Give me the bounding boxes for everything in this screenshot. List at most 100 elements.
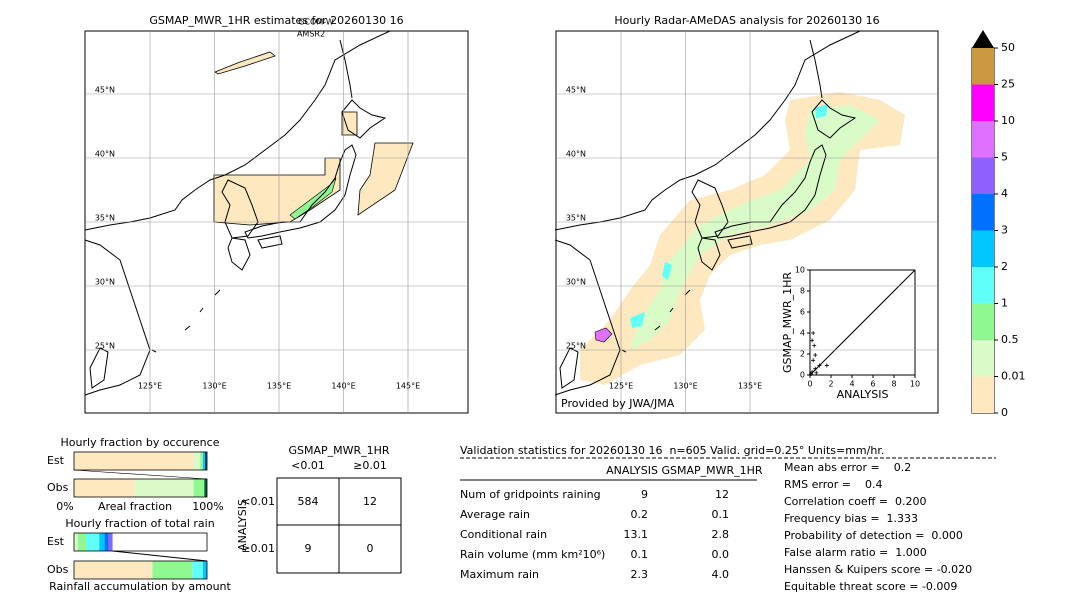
row-label: <0.01 bbox=[241, 495, 275, 508]
rain-area bbox=[289, 177, 337, 220]
x-tick-label: 0 bbox=[807, 380, 812, 389]
stat-value: 2.8 bbox=[712, 528, 730, 541]
lat-label: 35°N bbox=[95, 214, 115, 223]
y-axis-label: GSMAP_MWR_1HR bbox=[781, 272, 794, 373]
colorbar-swatch bbox=[972, 303, 994, 340]
lat-label: 45°N bbox=[566, 86, 586, 95]
scatter-point bbox=[810, 338, 815, 343]
row-label: ≥0.01 bbox=[241, 542, 275, 555]
stat-value: 4.0 bbox=[712, 568, 730, 581]
row-label: Est bbox=[47, 454, 65, 467]
bar-frame bbox=[73, 478, 208, 498]
table-cell: 0 bbox=[367, 542, 374, 555]
colorbar-label: 3 bbox=[1001, 224, 1008, 237]
panel-title: Hourly fraction of total rain bbox=[65, 517, 214, 530]
score: Equitable threat score = -0.009 bbox=[784, 580, 957, 593]
scatter-point bbox=[813, 366, 818, 371]
col-label: <0.01 bbox=[291, 459, 325, 472]
score: Probability of detection = 0.000 bbox=[784, 529, 963, 542]
map-title: GSMAP_MWR_1HR estimates for 20260130 16 bbox=[149, 14, 403, 27]
bar-segment bbox=[74, 452, 194, 470]
bar-frame bbox=[73, 532, 208, 552]
stat-value: 0.1 bbox=[712, 508, 730, 521]
satellite-label: AMSR2 bbox=[297, 30, 325, 39]
bar-segment bbox=[152, 561, 193, 579]
scatter-point bbox=[811, 358, 816, 363]
rain-area bbox=[594, 327, 613, 343]
y-tick-label: 6 bbox=[800, 308, 805, 317]
colorbar-swatch bbox=[972, 376, 994, 413]
colorbar-swatch bbox=[972, 48, 994, 85]
lon-label: 135°E bbox=[738, 382, 762, 391]
score: Hanssen & Kuipers score = -0.020 bbox=[784, 563, 972, 576]
score: Mean abs error = 0.2 bbox=[784, 461, 911, 474]
lon-label: 140°E bbox=[331, 382, 355, 391]
stat-value: 2.3 bbox=[631, 568, 649, 581]
lat-label: 45°N bbox=[95, 86, 115, 95]
table-cell: 9 bbox=[305, 542, 312, 555]
lat-label: 25°N bbox=[566, 342, 586, 351]
scatter-point bbox=[814, 370, 819, 375]
table-title: GSMAP_MWR_1HR bbox=[288, 444, 389, 457]
axis-label: Areal fraction bbox=[98, 500, 172, 513]
colorbar-label: 50 bbox=[1001, 41, 1015, 54]
x-tick-label: 6 bbox=[870, 380, 875, 389]
row-label: Obs bbox=[47, 481, 69, 494]
colorbar-swatch bbox=[972, 121, 994, 158]
bar-frame bbox=[73, 451, 208, 471]
row-label: Est bbox=[47, 535, 65, 548]
colorbar-swatch bbox=[972, 157, 994, 194]
axis-label: 0% bbox=[56, 500, 73, 513]
bar-segment bbox=[205, 452, 207, 470]
y-tick-label: 4 bbox=[800, 329, 805, 338]
x-tick-label: 10 bbox=[910, 380, 920, 389]
guide bbox=[73, 469, 208, 480]
colorbar-label: 5 bbox=[1001, 151, 1008, 164]
colorbar-swatch bbox=[972, 267, 994, 304]
stat-value: 12 bbox=[715, 488, 729, 501]
table-cell: 12 bbox=[363, 495, 377, 508]
scatter-point bbox=[817, 363, 822, 368]
colorbar-label: 2 bbox=[1001, 260, 1008, 273]
colorbar-extension bbox=[972, 30, 994, 48]
bar-segment bbox=[203, 561, 207, 579]
rain-area bbox=[341, 111, 358, 136]
lon-label: 130°E bbox=[673, 382, 697, 391]
bar-segment bbox=[200, 452, 204, 470]
stat-label: Conditional rain bbox=[460, 528, 547, 541]
colorbar-label: 0.5 bbox=[1001, 333, 1019, 346]
lat-label: 40°N bbox=[566, 150, 586, 159]
map-title: Hourly Radar-AMeDAS analysis for 2026013… bbox=[614, 14, 879, 27]
stat-value: 0.0 bbox=[712, 548, 730, 561]
bar-segment bbox=[74, 479, 136, 497]
x-tick-label: 2 bbox=[828, 380, 833, 389]
y-tick-label: 8 bbox=[800, 287, 805, 296]
axis-label: 100% bbox=[192, 500, 223, 513]
satellite-label: GCOM-W bbox=[298, 18, 334, 27]
bar-frame bbox=[73, 560, 208, 580]
lat-label: 30°N bbox=[95, 278, 115, 287]
stat-label: Num of gridpoints raining bbox=[460, 488, 601, 501]
y-tick-label: 0 bbox=[800, 371, 805, 380]
scatter-point bbox=[812, 343, 817, 348]
rain-area bbox=[357, 142, 414, 216]
colorbar-swatch bbox=[972, 84, 994, 121]
y-tick-label: 2 bbox=[800, 350, 805, 359]
guide bbox=[112, 550, 208, 562]
col-label: ≥0.01 bbox=[353, 459, 387, 472]
bar-segment bbox=[74, 561, 153, 579]
lat-label: 25°N bbox=[95, 342, 115, 351]
row-title: ANALYSIS bbox=[236, 499, 249, 551]
scatter-point bbox=[809, 371, 814, 376]
diagonal bbox=[809, 269, 916, 376]
lon-label: 135°E bbox=[267, 382, 291, 391]
credit: Provided by JWA/JMA bbox=[561, 397, 675, 410]
bar-segment bbox=[193, 452, 201, 470]
bar-segment bbox=[108, 533, 113, 551]
bar-segment bbox=[135, 479, 194, 497]
lat-label: 40°N bbox=[95, 150, 115, 159]
scatter-point bbox=[813, 353, 818, 358]
lon-label: 125°E bbox=[609, 382, 633, 391]
bar-segment bbox=[74, 533, 78, 551]
score: RMS error = 0.4 bbox=[784, 478, 882, 491]
